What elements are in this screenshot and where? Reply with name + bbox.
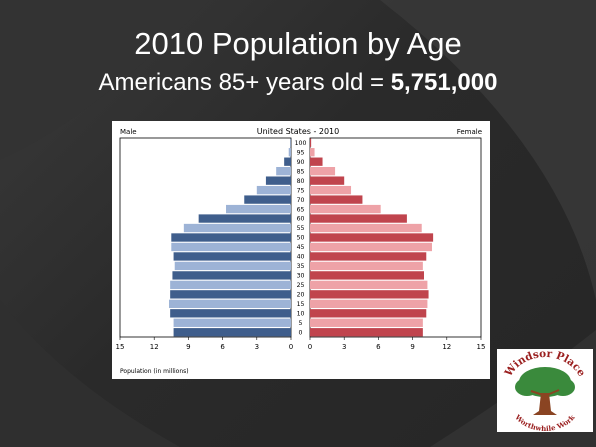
subtitle-text: Americans 85+ years old = <box>98 69 391 96</box>
ticks-group: 0510152025303540455055606570758085909510… <box>116 140 486 351</box>
age-tick-label: 65 <box>297 206 305 213</box>
chart-right-label: Female <box>457 128 482 136</box>
male-bar <box>226 204 291 214</box>
female-bar <box>310 214 407 223</box>
x-tick-label: 12 <box>442 343 451 351</box>
population-pyramid-chart: Male United States - 2010 Female 0 5 10 15 2… <box>112 121 490 379</box>
chart-left-label: Male <box>120 128 137 136</box>
chart-svg: Male United States - 2010 Female 0 5 10 15 2… <box>116 127 486 375</box>
bars-group <box>169 138 434 337</box>
female-bar <box>310 138 312 147</box>
age-tick-label: 80 <box>297 178 305 185</box>
x-tick-label: 6 <box>220 343 225 351</box>
male-bar <box>276 166 291 176</box>
female-bar <box>310 290 429 299</box>
chart-title: United States - 2010 <box>257 127 340 136</box>
male-bar <box>256 185 291 195</box>
x-tick-label: 9 <box>410 343 414 351</box>
male-bar <box>174 261 291 271</box>
slide-title: 2010 Population by Age <box>134 26 462 61</box>
male-bar <box>265 176 291 185</box>
female-bar <box>310 309 427 318</box>
age-tick-label: 100 <box>295 140 307 147</box>
age-tick-label: 90 <box>297 159 305 166</box>
male-bar <box>173 328 291 337</box>
x-tick-label: 15 <box>477 343 486 351</box>
x-tick-label: 0 <box>308 343 312 351</box>
female-bar <box>310 318 423 327</box>
tree-icon <box>515 367 575 415</box>
female-bar <box>310 261 423 271</box>
male-bar <box>198 214 291 223</box>
x-tick-label: 6 <box>376 343 381 351</box>
male-bar <box>284 157 291 166</box>
female-bar <box>310 185 352 195</box>
x-tick-label: 15 <box>116 343 125 351</box>
age-tick-label: 5 <box>299 320 303 327</box>
female-bar <box>310 157 323 166</box>
age-tick-label: 55 <box>297 225 305 232</box>
female-bar <box>310 271 424 280</box>
male-bar <box>183 223 291 233</box>
female-bar <box>310 328 423 337</box>
age-tick-label: 95 <box>297 149 305 156</box>
female-bar <box>310 299 428 309</box>
female-bar <box>310 148 315 157</box>
female-bar <box>310 242 432 252</box>
chart-x-axis-label: Population (in millions) <box>120 368 189 375</box>
female-bar <box>310 233 434 242</box>
age-tick-label: 85 <box>297 168 305 175</box>
x-tick-label: 3 <box>342 343 346 351</box>
age-tick-label: 50 <box>297 235 305 242</box>
age-tick-label: 45 <box>297 244 305 251</box>
female-bar <box>310 223 422 233</box>
male-bar <box>169 299 291 309</box>
x-tick-label: 9 <box>186 343 190 351</box>
male-bar <box>170 309 291 318</box>
male-bar <box>173 252 291 261</box>
male-bar <box>171 242 291 252</box>
age-tick-label: 60 <box>297 216 305 223</box>
logo-bottom-text: Worthwhile Work <box>513 412 577 432</box>
male-bar <box>244 195 291 204</box>
x-tick-label: 0 <box>289 343 293 351</box>
slide-subtitle: Americans 85+ years old = 5,751,000 <box>0 68 596 98</box>
x-tick-label: 3 <box>255 343 259 351</box>
age-tick-label: 30 <box>297 273 305 280</box>
female-bar <box>310 280 428 290</box>
age-tick-label: 0 <box>299 329 303 336</box>
male-bar <box>288 148 291 157</box>
age-tick-label: 40 <box>297 254 305 261</box>
female-bar <box>310 176 345 185</box>
female-bar <box>310 166 336 176</box>
female-bar <box>310 195 363 204</box>
age-tick-label: 15 <box>297 301 305 308</box>
age-tick-label: 10 <box>297 311 305 318</box>
male-bar <box>173 318 291 327</box>
subtitle-value: 5,751,000 <box>390 69 498 96</box>
age-tick-label: 25 <box>297 282 305 289</box>
male-bar <box>170 280 291 290</box>
windsor-place-logo: Windsor Place Worthwhile Work <box>497 348 593 433</box>
tree-logo-graphic: Windsor Place Worthwhile Work <box>502 348 588 433</box>
male-bar <box>172 271 291 280</box>
female-bar <box>310 252 427 261</box>
age-tick-label: 70 <box>297 197 305 204</box>
male-bar <box>171 233 291 242</box>
male-bar <box>290 138 291 147</box>
x-tick-label: 12 <box>150 343 159 351</box>
female-bar <box>310 204 381 214</box>
age-tick-label: 35 <box>297 263 305 270</box>
age-tick-label: 20 <box>297 292 305 299</box>
age-tick-label: 75 <box>297 187 305 194</box>
male-bar <box>170 290 291 299</box>
